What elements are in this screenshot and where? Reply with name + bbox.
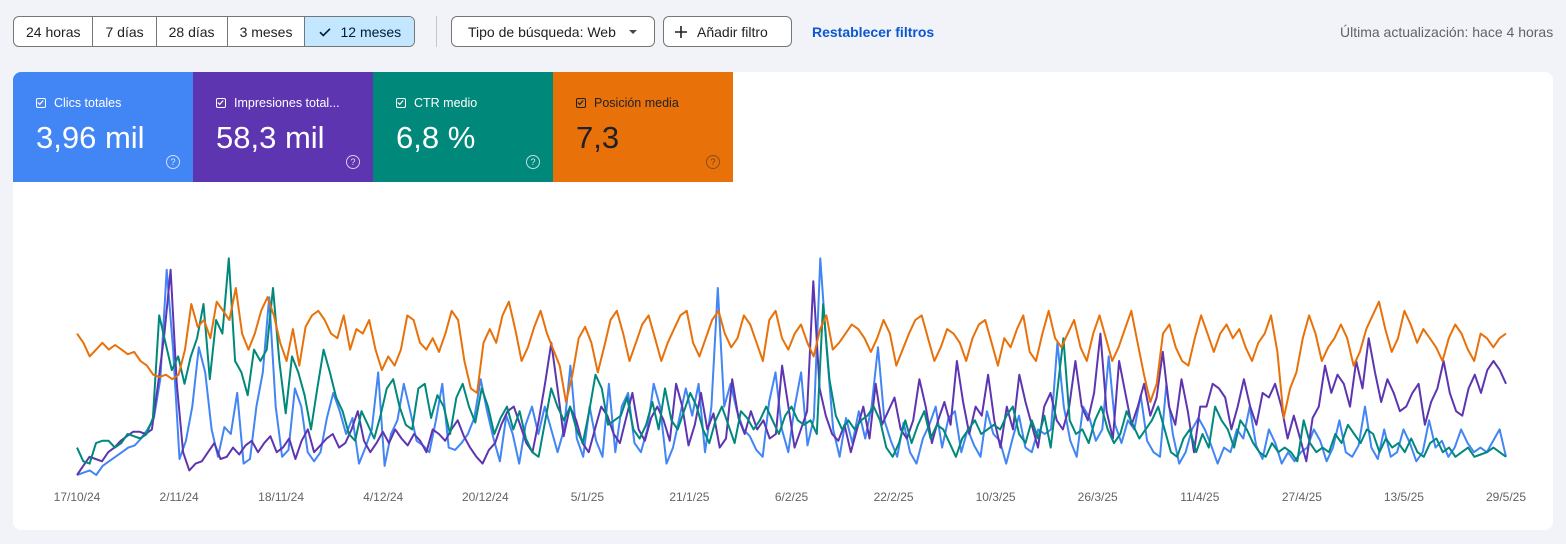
x-tick-label: 6/2/25	[775, 490, 809, 504]
range-12-months[interactable]: 12 meses	[305, 17, 415, 46]
x-tick-label: 22/2/25	[874, 490, 914, 504]
x-tick-label: 20/12/24	[462, 490, 509, 504]
add-filter-label: Añadir filtro	[697, 23, 768, 40]
x-tick-label: 18/11/24	[258, 490, 304, 504]
help-icon[interactable]: ?	[706, 155, 720, 169]
checkbox-icon[interactable]	[576, 98, 586, 108]
metric-label: Clics totales	[54, 96, 122, 110]
checkbox-icon[interactable]	[216, 98, 226, 108]
x-tick-label: 17/10/24	[54, 490, 101, 504]
series-line-impresiones-totales[interactable]	[76, 268, 1507, 476]
metric-value: 58,3 mil	[216, 120, 325, 155]
x-tick-label: 13/5/25	[1384, 490, 1424, 504]
date-range-selector: 24 horas 7 días 28 días 3 meses 12 meses	[13, 16, 416, 47]
x-tick-label: 10/3/25	[976, 490, 1016, 504]
metric-tile-position[interactable]: Posición media 7,3 ?	[553, 72, 733, 182]
metric-tile-clicks[interactable]: Clics totales 3,96 mil ?	[13, 72, 193, 182]
metric-tile-impressions[interactable]: Impresiones total... 58,3 mil ?	[193, 72, 373, 182]
performance-line-chart: 17/10/24 2/11/24 18/11/24 4/12/24 20/12/24 5/…	[54, 257, 1526, 504]
help-icon[interactable]: ?	[526, 155, 540, 169]
plus-icon	[674, 25, 688, 39]
caret-down-icon	[628, 29, 638, 35]
range-label: 3 meses	[239, 23, 293, 40]
range-label: 24 horas	[26, 23, 81, 40]
x-tick-label: 21/1/25	[669, 490, 709, 504]
series-line-ctr-medio[interactable]	[76, 257, 1507, 465]
x-tick-label: 5/1/25	[571, 490, 605, 504]
metric-label: Impresiones total...	[234, 96, 340, 110]
metric-value: 7,3	[576, 120, 620, 155]
help-icon[interactable]: ?	[346, 155, 360, 169]
filter-bar: 24 horas 7 días 28 días 3 meses 12 meses…	[0, 0, 1566, 64]
add-filter-button[interactable]: Añadir filtro	[663, 16, 792, 47]
metric-label: CTR medio	[414, 96, 478, 110]
x-tick-label: 29/5/25	[1486, 490, 1526, 504]
checkmark-icon	[318, 25, 332, 39]
metric-value: 6,8 %	[396, 120, 476, 155]
search-type-dropdown[interactable]: Tipo de búsqueda: Web	[451, 16, 655, 47]
x-tick-label: 2/11/24	[160, 490, 199, 504]
x-tick-label: 27/4/25	[1282, 490, 1322, 504]
range-label: 12 meses	[340, 23, 402, 40]
series-line-posici-n-media[interactable]	[76, 287, 1507, 419]
range-3-months[interactable]: 3 meses	[228, 17, 306, 46]
range-7-days[interactable]: 7 días	[93, 17, 157, 46]
metric-value: 3,96 mil	[36, 120, 145, 155]
metric-tile-ctr[interactable]: CTR medio 6,8 % ?	[373, 72, 553, 182]
checkbox-icon[interactable]	[396, 98, 406, 108]
metric-label: Posición media	[594, 96, 679, 110]
performance-card: Clics totales 3,96 mil ? Impresiones tot…	[13, 72, 1553, 530]
range-label: 28 días	[168, 23, 215, 40]
range-28-days[interactable]: 28 días	[157, 17, 228, 46]
checkbox-icon[interactable]	[36, 98, 46, 108]
reset-filters-link[interactable]: Restablecer filtros	[812, 24, 935, 40]
x-tick-label: 11/4/25	[1180, 490, 1219, 504]
range-24-hours[interactable]: 24 horas	[14, 17, 94, 46]
x-tick-label: 26/3/25	[1078, 490, 1118, 504]
range-label: 7 días	[105, 23, 144, 40]
help-icon[interactable]: ?	[166, 155, 180, 169]
last-update-text: Última actualización: hace 4 horas	[1340, 24, 1554, 40]
search-type-label: Tipo de búsqueda: Web	[468, 23, 616, 40]
toolbar-divider	[436, 16, 437, 47]
x-tick-label: 4/12/24	[363, 490, 403, 504]
